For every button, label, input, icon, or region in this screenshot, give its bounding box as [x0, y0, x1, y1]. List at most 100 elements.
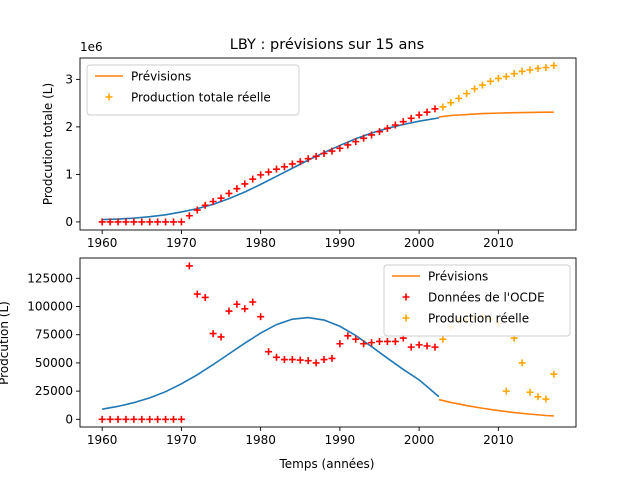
bottom-chart-series-2-point: [407, 343, 415, 351]
bottom-chart-series-2-point: [431, 343, 439, 351]
top-chart-series-2-point: [193, 206, 201, 214]
bottom-chart-series-2-point: [114, 415, 122, 423]
top-chart-series-3-point: [494, 74, 502, 82]
top-chart-legend-box: [86, 64, 300, 116]
bottom-chart-series-2-point: [185, 262, 193, 270]
bottom-chart-series-2-point: [138, 415, 146, 423]
bottom-chart-y-tick-label: 0: [65, 412, 73, 426]
top-chart-series-2-point: [272, 165, 280, 173]
top-chart-series-2-point: [241, 180, 249, 188]
top-chart-series-2-point: [138, 218, 146, 226]
bottom-chart-series-2-point: [296, 356, 304, 364]
bottom-chart-series-3-point: [534, 393, 542, 401]
top-chart-series-2-point: [177, 218, 185, 226]
top-chart-series-3-point: [447, 99, 455, 107]
top-chart-offset-text: 1e6: [80, 40, 103, 54]
top-chart-series-2-point: [431, 105, 439, 113]
bottom-chart-series-2-point: [177, 415, 185, 423]
top-chart-series-3-point: [518, 67, 526, 75]
top-chart-series-2-point: [336, 144, 344, 152]
top-chart-series-2-point: [162, 218, 170, 226]
bottom-chart: 1960 1970 1980 1990 2000 2010 0 25000 50000 75000…: [0, 257, 577, 471]
top-chart-x-tick-label: 1980: [245, 236, 276, 250]
top-chart-series-2-point: [130, 218, 138, 226]
bottom-chart-series-2-point: [423, 342, 431, 350]
top-chart-series-3-point: [479, 81, 487, 89]
bottom-chart-y-axis-label: Prodcution (L): [0, 301, 11, 385]
bottom-chart-legend-label: Prévisions: [428, 270, 488, 284]
bottom-chart-series-2-point: [344, 332, 352, 340]
bottom-chart-series-2-point: [249, 298, 257, 306]
top-chart-series-2-point: [114, 218, 122, 226]
top-chart-series-2-point: [98, 218, 106, 226]
bottom-chart-series-2-point: [122, 415, 130, 423]
bottom-chart-x-tick-label: 1970: [166, 433, 197, 447]
bottom-chart-x-axis-label: Temps (années): [279, 457, 375, 471]
top-chart-series-2-point: [265, 168, 273, 176]
top-chart-series-2-point: [415, 111, 423, 119]
bottom-chart-series-2-point: [391, 337, 399, 345]
top-chart-x-tick-label: 2010: [483, 236, 514, 250]
top-chart-series-2-point: [280, 163, 288, 171]
top-chart-ticks: 1960 1970 1980 1990 2000 2010 0 1 2 3: [65, 57, 577, 250]
top-chart-plot-area: [98, 62, 558, 226]
bottom-chart-series-0-line: [102, 316, 440, 410]
bottom-chart-legend-label: Production réelle: [428, 312, 529, 326]
top-chart-series-2-point: [407, 114, 415, 122]
bottom-chart-series-3-point: [542, 395, 550, 403]
bottom-chart-series-2-point: [217, 333, 225, 341]
top-chart-series-2-point: [383, 124, 391, 132]
top-chart-series-3-point: [526, 66, 534, 74]
bottom-chart-y-tick-label: 25000: [35, 384, 73, 398]
bottom-chart-series-2-point: [193, 290, 201, 298]
bottom-chart-series-1-line: [438, 398, 554, 417]
figure-title: LBY : prévisions sur 15 ans: [230, 37, 424, 53]
top-chart-series-3-point: [510, 70, 518, 78]
bottom-chart-series-2-point: [201, 293, 209, 301]
bottom-chart-x-tick-label: 1990: [325, 433, 356, 447]
top-chart-series-2-point: [233, 185, 241, 193]
top-chart-legend-label: Prévisions: [131, 70, 191, 84]
bottom-chart-series-2-point: [130, 415, 138, 423]
top-chart-series-2-point: [249, 175, 257, 183]
top-chart-series-3-point: [550, 62, 558, 70]
bottom-chart-series-2-point: [241, 305, 249, 313]
top-chart-series-2-point: [423, 108, 431, 116]
top-chart-series-2-point: [146, 218, 154, 226]
bottom-chart-series-3-point: [502, 387, 510, 395]
bottom-chart-axes-frame: [79, 257, 577, 428]
top-chart-series-2-point: [185, 212, 193, 220]
bottom-chart-series-2-point: [312, 359, 320, 367]
bottom-chart-y-tick-label: 75000: [35, 328, 73, 342]
top-chart: 1960 1970 1980 1990 2000 2010 0 1 2 3 1e6 Prodcut…: [41, 40, 577, 250]
bottom-chart-x-tick-label: 1960: [87, 433, 118, 447]
bottom-chart-series-3-point: [518, 359, 526, 367]
top-chart-series-3-point: [439, 103, 447, 111]
bottom-chart-legend-swatch: [402, 293, 410, 301]
top-chart-series-2-point: [122, 218, 130, 226]
bottom-chart-series-2-point: [162, 415, 170, 423]
top-chart-series-3-point: [471, 85, 479, 93]
top-chart-x-tick-label: 1960: [87, 236, 118, 250]
top-chart-y-tick-label: 1: [65, 167, 73, 181]
bottom-chart-series-2-point: [257, 313, 265, 321]
top-chart-legend-swatch: [105, 93, 113, 101]
top-chart-series-3-point: [463, 90, 471, 98]
bottom-chart-series-3-point: [550, 370, 558, 378]
bottom-chart-series-3-point: [439, 335, 447, 343]
bottom-chart-series-3-point: [526, 388, 534, 396]
bottom-chart-legend-label: Données de l'OCDE: [428, 291, 545, 305]
top-chart-series-2-point: [154, 218, 162, 226]
top-chart-x-tick-label: 1970: [166, 236, 197, 250]
bottom-chart-series-2-point: [376, 337, 384, 345]
bottom-chart-series-2-point: [336, 340, 344, 348]
bottom-chart-series-2-point: [360, 340, 368, 348]
bottom-chart-x-tick-label: 1980: [245, 433, 276, 447]
top-chart-series-2-point: [368, 131, 376, 139]
top-chart-series-2-point: [296, 158, 304, 166]
bottom-chart-x-tick-label: 2010: [483, 433, 514, 447]
bottom-chart-series-2-point: [272, 353, 280, 361]
top-chart-series-1-line: [438, 111, 554, 118]
top-chart-series-2-point: [312, 152, 320, 160]
top-chart-series-2-point: [288, 160, 296, 168]
